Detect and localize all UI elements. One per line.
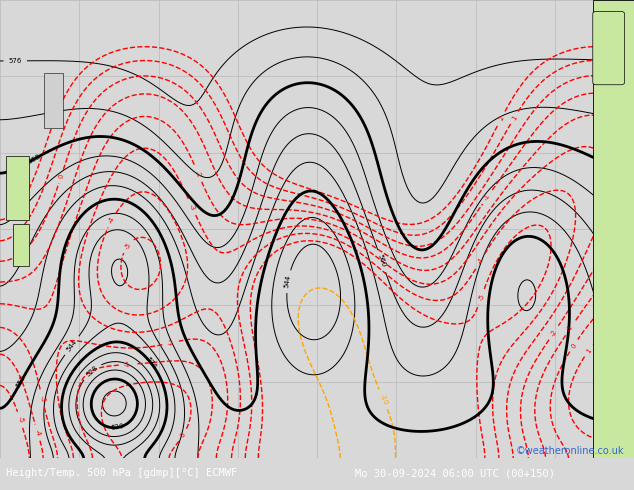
Bar: [593, 0, 634, 458]
Text: -4: -4: [34, 428, 41, 437]
Text: -1: -1: [124, 361, 131, 368]
Text: 0: 0: [58, 173, 65, 179]
Text: 520: 520: [111, 423, 125, 432]
Text: -2: -2: [194, 170, 202, 178]
Text: 576: 576: [9, 58, 22, 64]
Bar: [6, 156, 29, 220]
Text: -5: -5: [123, 241, 133, 250]
Text: -5: -5: [16, 416, 24, 424]
Text: -1: -1: [566, 324, 575, 333]
Text: 0: 0: [570, 342, 578, 349]
Bar: [44, 74, 63, 128]
Text: 560: 560: [377, 254, 387, 269]
Text: -2: -2: [167, 339, 174, 346]
Text: 544: 544: [284, 274, 292, 289]
Text: 1: 1: [585, 347, 593, 354]
Text: 536: 536: [145, 356, 158, 370]
Text: 0: 0: [179, 432, 187, 439]
Text: -4: -4: [108, 216, 116, 224]
Text: 552: 552: [15, 374, 27, 389]
Text: -4: -4: [476, 257, 484, 266]
Text: 1: 1: [510, 114, 518, 121]
Text: 544: 544: [65, 339, 78, 353]
Text: Mo 30-09-2024 06:00 UTC (00+150): Mo 30-09-2024 06:00 UTC (00+150): [355, 468, 555, 478]
Text: 528: 528: [85, 365, 99, 378]
Text: Height/Temp. 500 hPa [gdmp][°C] ECMWF: Height/Temp. 500 hPa [gdmp][°C] ECMWF: [6, 468, 238, 478]
Text: -5: -5: [477, 293, 486, 301]
Bar: [13, 224, 29, 266]
FancyBboxPatch shape: [593, 11, 624, 85]
Text: -10: -10: [378, 393, 388, 406]
Text: ©weatheronline.co.uk: ©weatheronline.co.uk: [516, 446, 624, 456]
Text: -1: -1: [483, 193, 492, 202]
Text: 2: 2: [498, 115, 505, 121]
Text: -2: -2: [549, 328, 558, 337]
Text: -3: -3: [39, 395, 46, 403]
Text: 568: 568: [27, 153, 42, 165]
Text: -3: -3: [188, 203, 197, 212]
Text: 2: 2: [615, 388, 622, 395]
